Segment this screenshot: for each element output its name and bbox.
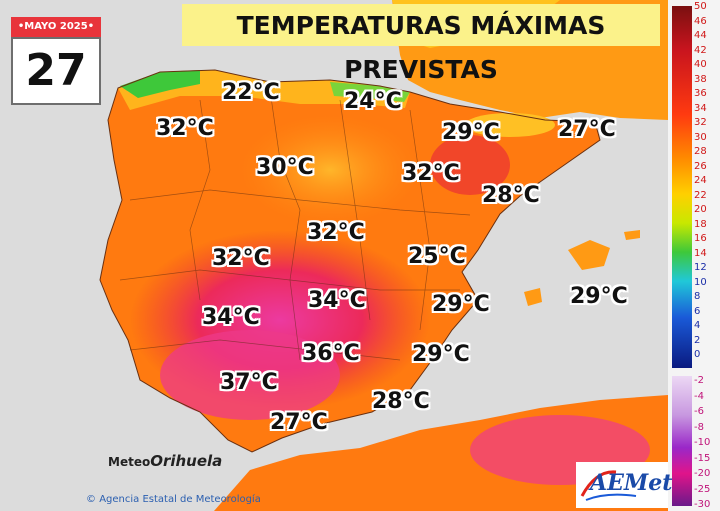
legend-tick-label: 26	[694, 160, 707, 172]
legend-tick-label: 42	[694, 44, 707, 56]
legend-tick-label: -20	[694, 468, 711, 479]
temp-label: 29°C	[432, 292, 490, 317]
legend-tick-label: -8	[694, 421, 704, 433]
map-title: TEMPERATURAS MÁXIMAS PREVISTAS	[182, 4, 660, 84]
temp-label: 27°C	[270, 410, 328, 435]
galicia-green	[120, 70, 200, 98]
legend-tick-label: 36	[694, 88, 707, 99]
legend-tick-label: -30	[694, 499, 711, 510]
legend-tick-label: 44	[694, 30, 707, 41]
legend-tick-label: 38	[694, 73, 707, 85]
temp-label: 32°C	[156, 116, 214, 141]
legend-tick-label: -4	[694, 390, 704, 402]
aemet-logo-text: AEMet	[590, 470, 673, 496]
credit-label: Agencia Estatal de Meteorología	[99, 494, 261, 505]
temp-label: 24°C	[344, 89, 402, 114]
iberia-coastline	[99, 69, 601, 453]
temp-label: 28°C	[482, 183, 540, 208]
legend-cold-scale	[672, 376, 692, 506]
legend-tick-label: 30	[694, 131, 707, 143]
temp-label: 29°C	[570, 284, 628, 309]
pyrenees-cool	[465, 113, 555, 137]
temp-label: 27°C	[558, 117, 616, 142]
legend-tick-label: 20	[694, 204, 707, 215]
calendar-month: •MAYO 2025•	[11, 17, 101, 37]
temp-label: 32°C	[402, 161, 460, 186]
legend-tick-label: -25	[694, 483, 711, 495]
temp-label: 30°C	[256, 155, 314, 180]
temp-label: 34°C	[308, 288, 366, 313]
calendar-day: 27	[11, 37, 101, 105]
legend-tick-label: 14	[694, 247, 707, 259]
mallorca	[568, 240, 610, 270]
calendar-date: •MAYO 2025• 27	[11, 17, 101, 105]
legend-tick-label: 0	[694, 349, 701, 360]
legend-tick-label: 12	[694, 262, 707, 273]
meteo-orihuela-watermark: MeteoOrihuela	[108, 452, 222, 470]
credit-text: © Agencia Estatal de Meteorología	[86, 494, 261, 505]
ibiza	[524, 288, 542, 306]
legend-colorbar	[672, 6, 692, 506]
temp-label: 37°C	[220, 370, 278, 395]
legend-tick-label: 40	[694, 59, 707, 70]
temp-label: 28°C	[372, 389, 430, 414]
temp-label: 22°C	[222, 80, 280, 105]
legend-tick-label: 22	[694, 189, 707, 201]
province-borders	[119, 89, 471, 361]
temp-label: 29°C	[442, 120, 500, 145]
legend-tick-label: 8	[694, 291, 701, 302]
legend-tick-label: 32	[694, 117, 707, 128]
legend-tick-label: 28	[694, 146, 707, 157]
legend-tick-label: -2	[694, 375, 704, 386]
temp-label: 29°C	[412, 342, 470, 367]
guadalquivir-core	[160, 330, 340, 420]
copyright-icon: ©	[86, 494, 96, 505]
legend-tick-label: 2	[694, 334, 701, 346]
temperature-legend: 50 46 44 42 40 38 36 34 32 30 28 26 24 22 20 18 16 14 12 10…	[668, 0, 720, 511]
legend-tick-label: -15	[694, 452, 711, 464]
cantabria-green	[330, 82, 410, 102]
menorca	[624, 230, 640, 240]
legend-tick-label: 16	[694, 233, 707, 244]
temp-label: 32°C	[307, 220, 365, 245]
legend-tick-label: 50	[694, 1, 707, 12]
legend-tick-label: 6	[694, 305, 701, 317]
legend-warm-scale	[672, 6, 692, 368]
legend-tick-label: 10	[694, 276, 707, 288]
legend-tick-label: -6	[694, 406, 704, 417]
aemet-logo: AEMet	[576, 462, 672, 508]
aemet-logo-mark	[576, 462, 668, 508]
watermark-small: Meteo	[108, 455, 151, 469]
centre-cooler	[240, 115, 420, 225]
temp-label: 34°C	[202, 305, 260, 330]
legend-tick-label: 24	[694, 175, 707, 186]
legend-tick-label: 34	[694, 102, 707, 114]
temp-label: 32°C	[212, 246, 270, 271]
ebro-core	[430, 135, 510, 195]
legend-tick-label: -10	[694, 437, 711, 448]
legend-tick-label: 18	[694, 218, 707, 230]
temp-label: 25°C	[408, 244, 466, 269]
legend-tick-label: 46	[694, 15, 707, 27]
temp-label: 36°C	[302, 341, 360, 366]
watermark-big: Orihuela	[150, 452, 223, 470]
legend-tick-label: 4	[694, 320, 701, 331]
